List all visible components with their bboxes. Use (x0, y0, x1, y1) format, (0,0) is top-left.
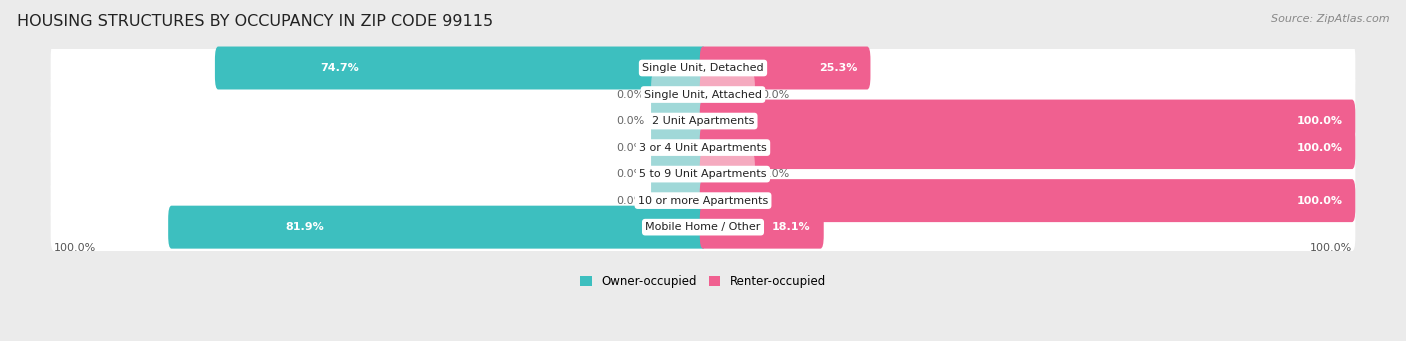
FancyBboxPatch shape (651, 179, 706, 222)
FancyBboxPatch shape (700, 126, 1355, 169)
Text: 100.0%: 100.0% (1310, 243, 1353, 253)
Text: 81.9%: 81.9% (285, 222, 323, 232)
FancyBboxPatch shape (51, 71, 1355, 118)
Text: 100.0%: 100.0% (53, 243, 96, 253)
FancyBboxPatch shape (700, 206, 824, 249)
Legend: Owner-occupied, Renter-occupied: Owner-occupied, Renter-occupied (575, 270, 831, 293)
FancyBboxPatch shape (651, 100, 706, 143)
FancyBboxPatch shape (651, 153, 706, 196)
Text: Mobile Home / Other: Mobile Home / Other (645, 222, 761, 232)
Text: 0.0%: 0.0% (762, 169, 790, 179)
FancyBboxPatch shape (700, 153, 755, 196)
Text: Single Unit, Attached: Single Unit, Attached (644, 90, 762, 100)
FancyBboxPatch shape (700, 100, 1355, 143)
Text: 18.1%: 18.1% (772, 222, 811, 232)
FancyBboxPatch shape (700, 46, 870, 89)
FancyBboxPatch shape (51, 44, 1355, 92)
FancyBboxPatch shape (51, 97, 1355, 145)
FancyBboxPatch shape (651, 73, 706, 116)
Text: 0.0%: 0.0% (616, 196, 644, 206)
Text: 2 Unit Apartments: 2 Unit Apartments (652, 116, 754, 126)
Text: 0.0%: 0.0% (616, 90, 644, 100)
Text: HOUSING STRUCTURES BY OCCUPANCY IN ZIP CODE 99115: HOUSING STRUCTURES BY OCCUPANCY IN ZIP C… (17, 14, 494, 29)
FancyBboxPatch shape (700, 73, 755, 116)
Text: 0.0%: 0.0% (616, 143, 644, 152)
FancyBboxPatch shape (700, 179, 1355, 222)
FancyBboxPatch shape (215, 46, 706, 89)
Text: 3 or 4 Unit Apartments: 3 or 4 Unit Apartments (640, 143, 766, 152)
FancyBboxPatch shape (169, 206, 706, 249)
FancyBboxPatch shape (651, 126, 706, 169)
Text: Source: ZipAtlas.com: Source: ZipAtlas.com (1271, 14, 1389, 24)
FancyBboxPatch shape (51, 150, 1355, 198)
FancyBboxPatch shape (51, 124, 1355, 172)
FancyBboxPatch shape (51, 177, 1355, 224)
Text: 10 or more Apartments: 10 or more Apartments (638, 196, 768, 206)
Text: 0.0%: 0.0% (616, 169, 644, 179)
Text: 100.0%: 100.0% (1296, 196, 1343, 206)
Text: Single Unit, Detached: Single Unit, Detached (643, 63, 763, 73)
Text: 0.0%: 0.0% (616, 116, 644, 126)
Text: 25.3%: 25.3% (820, 63, 858, 73)
Text: 0.0%: 0.0% (762, 90, 790, 100)
Text: 100.0%: 100.0% (1296, 143, 1343, 152)
Text: 5 to 9 Unit Apartments: 5 to 9 Unit Apartments (640, 169, 766, 179)
Text: 100.0%: 100.0% (1296, 116, 1343, 126)
FancyBboxPatch shape (51, 203, 1355, 251)
Text: 74.7%: 74.7% (321, 63, 359, 73)
